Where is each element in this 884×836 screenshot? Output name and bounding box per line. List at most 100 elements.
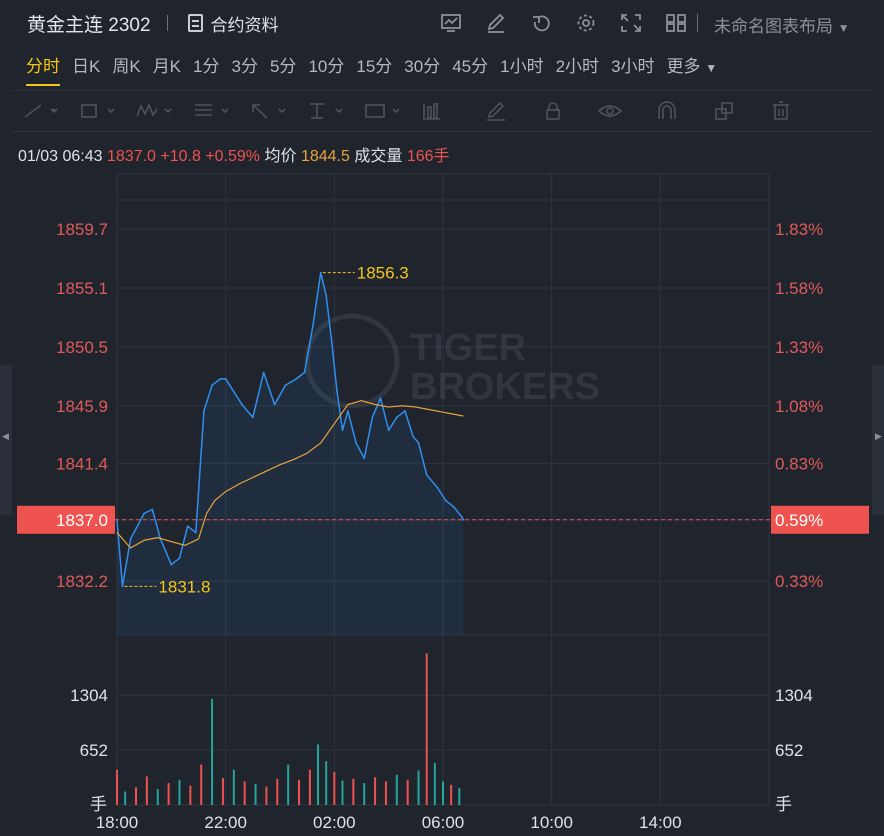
tab-15m[interactable]: 15分 xyxy=(356,57,393,76)
volume-bar xyxy=(333,772,336,805)
contract-title[interactable]: 黄金主连 2302 xyxy=(27,14,151,36)
price-point xyxy=(425,474,428,476)
volume-bar xyxy=(395,774,398,805)
trendline-icon[interactable] xyxy=(12,96,69,126)
volume-bar xyxy=(135,787,138,805)
x-tick-label: 02:00 xyxy=(313,813,356,832)
volume-bar xyxy=(341,780,344,805)
price-point xyxy=(295,377,298,380)
volume-bar xyxy=(287,764,290,805)
price-tick-label: 1859.7 xyxy=(56,220,108,239)
price-point xyxy=(404,410,406,412)
volume-tick-label: 1304 xyxy=(70,686,108,705)
arrow-icon[interactable] xyxy=(240,96,297,126)
tab-2h[interactable]: 2小时 xyxy=(555,57,600,76)
tab-more[interactable]: 更多 ▼ xyxy=(661,54,724,82)
volume-bar xyxy=(145,776,148,805)
x-tick-label: 10:00 xyxy=(530,813,573,832)
volume-bar xyxy=(458,788,461,805)
gear-icon[interactable] xyxy=(563,10,608,36)
tab-3m[interactable]: 3分 xyxy=(231,57,258,76)
quote-change: +10.8 xyxy=(160,148,201,165)
price-tick-label: 1845.9 xyxy=(56,397,108,416)
price-point xyxy=(395,416,398,419)
volume-bar xyxy=(211,698,214,805)
volume-bar xyxy=(417,770,420,805)
tab-3h[interactable]: 3小时 xyxy=(611,57,655,76)
trash-icon[interactable] xyxy=(753,96,810,126)
tab-intraday[interactable]: 分时 xyxy=(20,54,66,86)
fib-icon[interactable] xyxy=(183,96,240,126)
label-icon[interactable] xyxy=(354,96,411,126)
price-point xyxy=(303,371,306,374)
price-line xyxy=(116,271,465,588)
price-tick-label: 1850.5 xyxy=(56,338,108,357)
volume-bar xyxy=(298,779,301,805)
contract-info-button[interactable]: 合约资料 xyxy=(210,15,279,35)
price-point xyxy=(178,557,181,560)
text-cursor-icon[interactable] xyxy=(297,96,354,126)
price-tick-label: 1832.2 xyxy=(56,572,108,591)
grid-icon[interactable] xyxy=(653,10,698,36)
caret-down-icon: ▼ xyxy=(837,21,850,35)
tab-45m[interactable]: 45分 xyxy=(452,57,489,76)
right-panel-toggle[interactable]: ▶ xyxy=(872,365,884,515)
tab-1h[interactable]: 1小时 xyxy=(500,57,544,76)
tab-30m[interactable]: 30分 xyxy=(404,57,441,76)
volume-bar xyxy=(442,781,444,805)
tab-1m[interactable]: 1分 xyxy=(193,57,220,76)
price-point xyxy=(194,531,197,534)
volume-tick-label: 652 xyxy=(80,741,108,760)
chevron-left-icon: ◀ xyxy=(2,431,9,441)
price-point xyxy=(170,563,173,566)
price-point xyxy=(129,538,132,540)
tab-day[interactable]: 日K xyxy=(72,57,101,76)
pct-tick-label: 1.83% xyxy=(775,220,823,239)
rectangle-icon[interactable] xyxy=(69,96,126,126)
left-panel-toggle[interactable]: ◀ xyxy=(0,365,12,515)
x-tick-label: 14:00 xyxy=(639,813,682,832)
volume-bar xyxy=(221,778,224,805)
tab-5m[interactable]: 5分 xyxy=(269,57,297,76)
more-label: 更多 xyxy=(666,57,701,76)
pattern-icon[interactable] xyxy=(126,96,183,126)
quote-change-pct: +0.59% xyxy=(205,148,261,165)
tab-month[interactable]: 月K xyxy=(152,57,182,76)
magnet-icon[interactable] xyxy=(639,96,696,126)
layout-dropdown[interactable]: 未命名图表布局 ▼ xyxy=(714,12,850,37)
price-point xyxy=(319,271,322,274)
top-bar: 黄金主连 2302 合约资料 xyxy=(0,0,884,46)
pen-icon[interactable] xyxy=(473,10,518,36)
chart-icon[interactable] xyxy=(428,10,473,36)
undo-icon[interactable] xyxy=(518,10,563,36)
price-point xyxy=(262,371,265,374)
price-tick-label: 1855.1 xyxy=(56,279,108,298)
tab-10m[interactable]: 10分 xyxy=(308,57,345,76)
volume-bar xyxy=(308,769,311,805)
volume-bar xyxy=(189,785,192,805)
price-point xyxy=(417,442,420,444)
price-point xyxy=(311,326,314,329)
lock-icon[interactable] xyxy=(525,96,582,126)
period-tabs: 分时 日K 周K 月K 1分 3分 5分 10分 15分 30分 45分 1小时… xyxy=(20,54,724,86)
measure-icon[interactable] xyxy=(411,96,468,126)
clone-icon[interactable] xyxy=(696,96,753,126)
volume-bar xyxy=(450,784,453,805)
volume-bar xyxy=(265,786,268,805)
drawing-toolbar xyxy=(12,90,872,132)
pct-tick-label: 0.83% xyxy=(775,454,823,473)
caret-down-icon: ▼ xyxy=(705,61,718,75)
chevron-right-icon: ▶ xyxy=(875,431,882,441)
pct-tick-label: 1.58% xyxy=(775,279,823,298)
price-tick-label: 1837.0 xyxy=(56,511,108,530)
eye-icon[interactable] xyxy=(582,96,639,126)
expand-icon[interactable] xyxy=(608,10,653,36)
document-icon[interactable] xyxy=(187,14,203,32)
volume-bar xyxy=(325,761,328,805)
brush-icon[interactable] xyxy=(468,96,525,126)
quote-price: 1837.0 xyxy=(106,148,156,165)
price-point xyxy=(232,390,235,393)
tab-week[interactable]: 周K xyxy=(112,57,141,76)
